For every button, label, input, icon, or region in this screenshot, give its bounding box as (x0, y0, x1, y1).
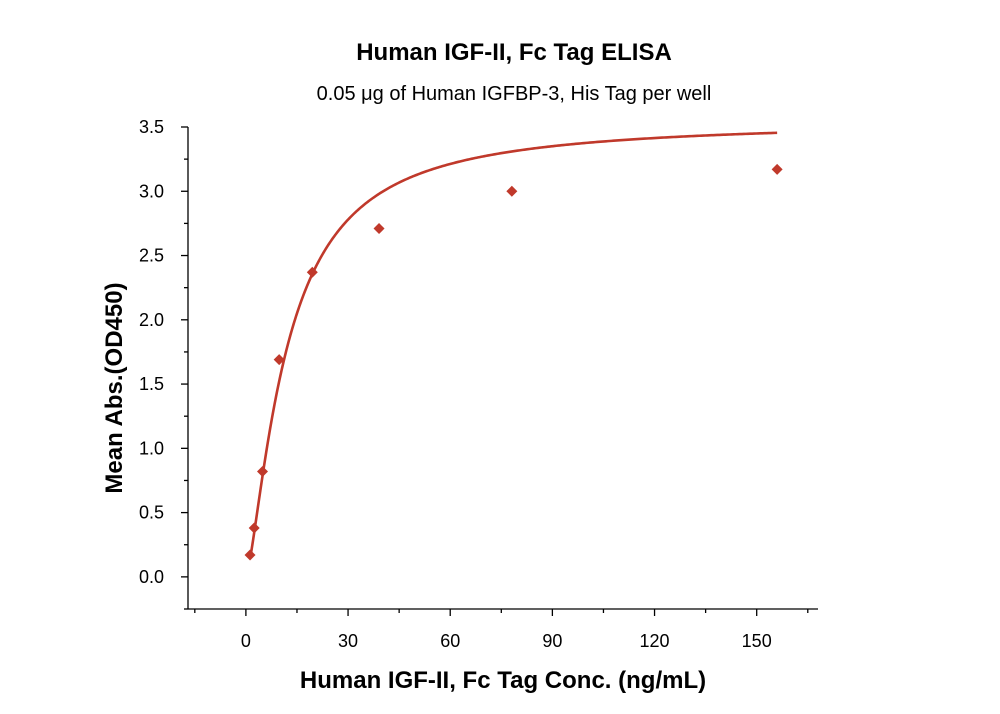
x-tick-label: 30 (338, 631, 358, 651)
x-tick-label: 60 (440, 631, 460, 651)
y-tick-label: 3.0 (139, 181, 164, 201)
y-tick-label: 1.5 (139, 374, 164, 394)
x-tick-label: 150 (742, 631, 772, 651)
x-axis-label: Human IGF-II, Fc Tag Conc. (ng/mL) (300, 667, 706, 694)
data-point (306, 266, 318, 278)
data-point (244, 549, 256, 561)
data-point (506, 185, 518, 197)
y-axis-label: Mean Abs.(OD450) (101, 282, 128, 493)
data-points (244, 163, 783, 561)
y-tick-label: 3.5 (139, 117, 164, 137)
y-tick-label: 1.0 (139, 438, 164, 458)
y-tick-label: 2.5 (139, 246, 164, 266)
chart-title: Human IGF-II, Fc Tag ELISA (356, 39, 672, 66)
y-tick-label: 2.0 (139, 310, 164, 330)
data-point (373, 223, 385, 235)
data-point (257, 465, 269, 477)
x-tick-label: 0 (241, 631, 251, 651)
y-tick-label: 0.0 (139, 567, 164, 587)
x-axis-ticks: 0 30 60 90 120 150 (194, 609, 809, 651)
data-point (273, 354, 285, 366)
y-tick-label: 0.5 (139, 503, 164, 523)
x-tick-label: 90 (542, 631, 562, 651)
x-tick-label: 120 (640, 631, 670, 651)
fit-curve (248, 131, 778, 560)
chart-subtitle: 0.05 μg of Human IGFBP-3, His Tag per we… (317, 83, 712, 105)
data-point (771, 163, 783, 175)
data-point (248, 522, 260, 534)
y-axis-ticks: 0.0 0.5 1.0 1.5 2.0 2.5 3.0 3.5 (139, 117, 188, 610)
